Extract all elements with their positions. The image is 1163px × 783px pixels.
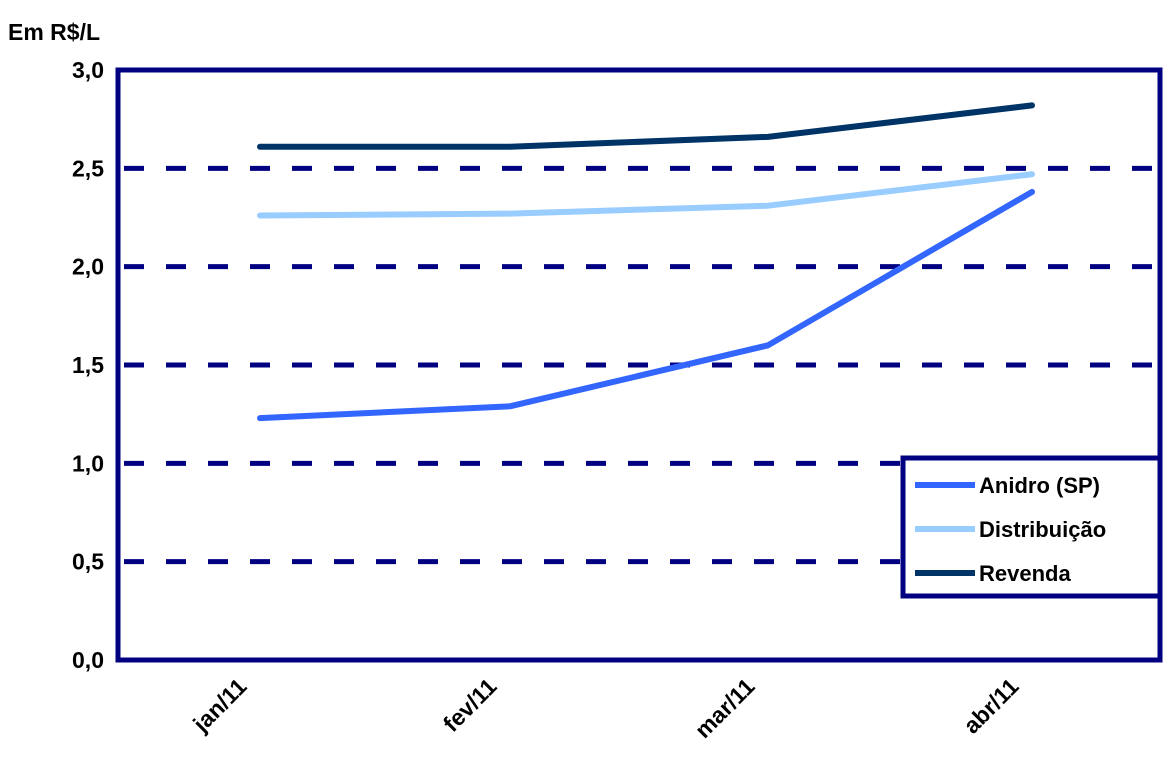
series-line bbox=[257, 102, 1035, 150]
y-tick-label: 1,0 bbox=[72, 450, 104, 476]
y-axis-label: Em R$/L bbox=[8, 19, 100, 45]
y-tick-label: 2,0 bbox=[72, 254, 104, 280]
y-tick-labels: 0,0 0,5 1,0 1,5 2,0 2,5 3,0 bbox=[72, 57, 104, 673]
plot-frame bbox=[115, 67, 1163, 663]
x-tick-label: abr/11 bbox=[958, 673, 1024, 739]
x-tick-label: fev/11 bbox=[438, 673, 502, 737]
y-tick-label: 1,5 bbox=[72, 352, 104, 378]
legend-label: Distribuição bbox=[979, 517, 1106, 542]
series-lines bbox=[257, 102, 1035, 422]
series-line bbox=[257, 188, 1035, 422]
grid bbox=[118, 165, 1160, 565]
series-line bbox=[257, 171, 1035, 219]
y-tick-label: 3,0 bbox=[72, 57, 104, 83]
x-tick-label: jan/11 bbox=[187, 673, 251, 737]
y-tick-label: 0,5 bbox=[72, 549, 104, 575]
y-tick-label: 0,0 bbox=[72, 647, 104, 673]
y-tick-label: 2,5 bbox=[72, 155, 104, 181]
x-tick-labels: jan/11 fev/11 mar/11 abr/11 bbox=[187, 673, 1023, 743]
legend-label: Revenda bbox=[979, 561, 1071, 586]
legend-label: Anidro (SP) bbox=[979, 473, 1100, 498]
legend: Anidro (SP) Distribuição Revenda bbox=[900, 455, 1163, 599]
x-tick-label: mar/11 bbox=[690, 673, 760, 743]
